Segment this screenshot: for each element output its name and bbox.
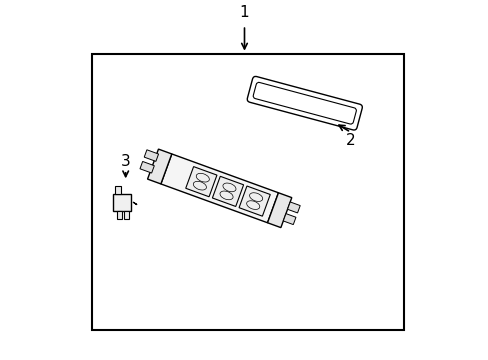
FancyBboxPatch shape — [247, 76, 362, 130]
Text: 3: 3 — [121, 154, 130, 169]
Bar — [113, 194, 131, 211]
Bar — [283, 213, 295, 225]
FancyArrowPatch shape — [133, 202, 137, 204]
Bar — [147, 149, 171, 184]
Bar — [239, 186, 270, 216]
Bar — [115, 186, 121, 194]
Bar — [117, 211, 122, 219]
FancyBboxPatch shape — [253, 82, 356, 124]
Bar — [185, 167, 217, 197]
Text: 1: 1 — [239, 5, 249, 20]
Bar — [161, 154, 278, 223]
Text: 2: 2 — [346, 133, 355, 148]
Bar — [144, 150, 158, 161]
Bar — [123, 211, 129, 219]
Bar — [212, 176, 243, 207]
Bar — [140, 161, 154, 173]
Bar — [92, 54, 403, 330]
Bar — [267, 193, 291, 228]
Bar — [287, 202, 300, 213]
